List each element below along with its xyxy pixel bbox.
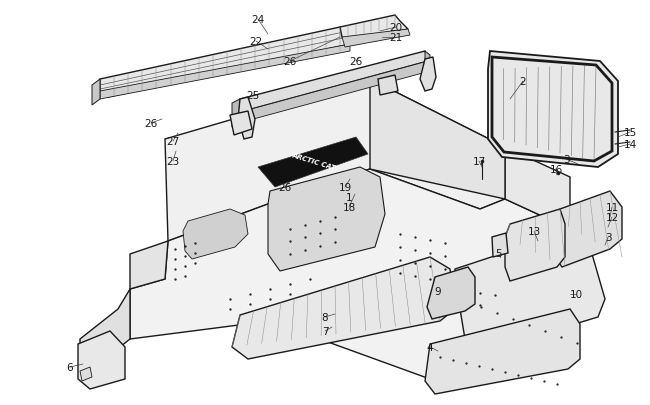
Polygon shape xyxy=(342,30,410,48)
Text: 3: 3 xyxy=(604,232,611,243)
Text: 21: 21 xyxy=(389,33,402,43)
Polygon shape xyxy=(370,80,505,200)
Polygon shape xyxy=(165,80,505,241)
Text: 16: 16 xyxy=(549,164,563,175)
Polygon shape xyxy=(100,45,350,100)
Polygon shape xyxy=(455,231,605,351)
Polygon shape xyxy=(378,76,398,96)
Text: 17: 17 xyxy=(473,157,486,166)
Text: 19: 19 xyxy=(339,183,352,192)
Polygon shape xyxy=(425,309,580,394)
Polygon shape xyxy=(340,16,408,42)
Text: 15: 15 xyxy=(623,128,636,138)
Polygon shape xyxy=(488,52,618,168)
Text: 14: 14 xyxy=(623,140,636,149)
Polygon shape xyxy=(505,148,570,230)
Polygon shape xyxy=(183,209,248,259)
Polygon shape xyxy=(92,80,100,106)
Text: 27: 27 xyxy=(166,136,179,147)
Text: 3: 3 xyxy=(563,155,569,164)
Polygon shape xyxy=(80,367,92,381)
Text: 9: 9 xyxy=(435,286,441,296)
Text: 10: 10 xyxy=(569,289,582,299)
Polygon shape xyxy=(492,233,508,257)
Polygon shape xyxy=(230,112,252,136)
Text: 22: 22 xyxy=(250,37,263,47)
Text: 26: 26 xyxy=(144,119,157,129)
Text: 23: 23 xyxy=(166,157,179,166)
Text: 24: 24 xyxy=(252,15,265,25)
Text: 1: 1 xyxy=(346,192,352,202)
Polygon shape xyxy=(505,209,565,281)
Polygon shape xyxy=(244,62,430,122)
Text: 11: 11 xyxy=(605,202,619,213)
Polygon shape xyxy=(555,192,622,267)
Text: 13: 13 xyxy=(527,226,541,237)
Text: 26: 26 xyxy=(350,57,363,67)
Text: 4: 4 xyxy=(426,342,434,352)
Polygon shape xyxy=(238,98,255,140)
Text: 20: 20 xyxy=(389,23,402,33)
Polygon shape xyxy=(100,28,350,98)
Polygon shape xyxy=(427,267,475,319)
Polygon shape xyxy=(240,52,428,112)
Polygon shape xyxy=(78,331,125,389)
Polygon shape xyxy=(232,257,455,359)
Text: 2: 2 xyxy=(520,77,526,87)
Text: 8: 8 xyxy=(322,312,328,322)
Text: 7: 7 xyxy=(322,326,328,336)
Text: 12: 12 xyxy=(605,213,619,222)
Polygon shape xyxy=(268,168,385,271)
Text: 6: 6 xyxy=(67,362,73,372)
Text: 26: 26 xyxy=(283,57,296,67)
Polygon shape xyxy=(130,241,168,289)
Polygon shape xyxy=(232,100,240,128)
Polygon shape xyxy=(420,58,436,92)
Polygon shape xyxy=(80,289,130,379)
Text: 26: 26 xyxy=(278,183,292,192)
Polygon shape xyxy=(130,170,570,379)
Text: 5: 5 xyxy=(496,248,502,258)
Text: 25: 25 xyxy=(246,91,259,101)
Polygon shape xyxy=(425,52,430,76)
Text: 18: 18 xyxy=(343,202,356,213)
Polygon shape xyxy=(258,138,368,188)
Text: ARCTIC CAT: ARCTIC CAT xyxy=(291,152,337,171)
